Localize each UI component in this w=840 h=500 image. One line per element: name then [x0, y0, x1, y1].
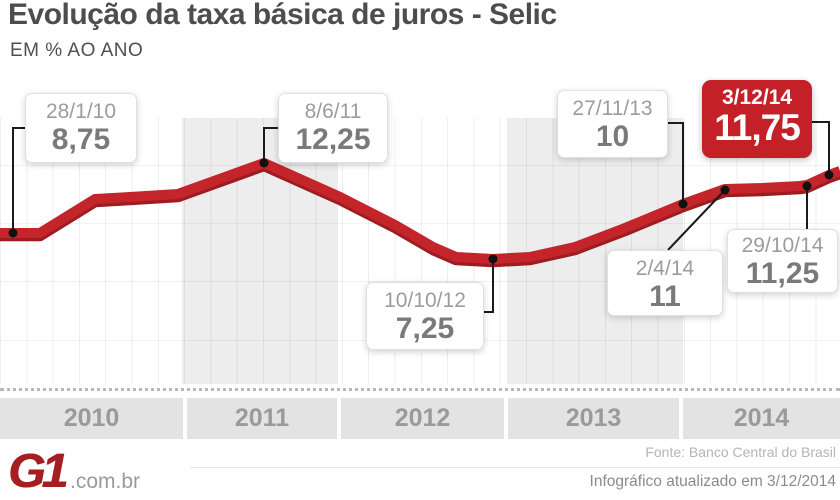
callout-28-1-10: 28/1/10 8,75	[25, 93, 137, 163]
callout-10-10-12: 10/10/12 7,25	[366, 282, 484, 350]
horizontal-gridline	[0, 281, 840, 282]
g1-logo-text: G1	[8, 445, 68, 498]
x-axis-label-2011: 2011	[187, 398, 337, 439]
footer-divider	[190, 467, 840, 468]
chart-baseline-dotted	[0, 388, 840, 391]
data-point-29-10-14	[802, 181, 812, 191]
connector-27-11-13	[668, 122, 684, 204]
callout-value: 11	[649, 280, 681, 314]
callout-date: 3/12/14	[721, 86, 793, 109]
callout-date: 28/1/10	[45, 100, 117, 123]
data-point-10-10-12	[488, 254, 498, 264]
connector-2-4-14	[667, 189, 726, 251]
callout-date: 27/11/13	[572, 97, 653, 120]
callout-value: 10	[595, 120, 630, 154]
callout-date: 29/10/14	[741, 234, 824, 257]
selic-line-shadow	[0, 160, 840, 268]
updated-timestamp: Infográfico atualizado em 3/12/2014	[589, 473, 836, 490]
callout-29-10-14: 29/10/14 11,25	[727, 229, 838, 293]
horizontal-gridline	[0, 165, 840, 166]
callout-value: 12,25	[295, 123, 371, 157]
horizontal-gridline	[0, 223, 840, 224]
data-point-3-12-14	[824, 170, 834, 180]
g1-logo-suffix: .com.br	[70, 470, 141, 493]
callout-value: 8,75	[51, 123, 111, 157]
callout-date: 2/4/14	[635, 257, 695, 280]
data-point-2-4-14	[720, 185, 730, 195]
data-point-28-1-10	[8, 228, 18, 238]
x-axis-label-2010: 2010	[0, 398, 183, 439]
callout-8-6-11: 8/6/11 12,25	[278, 93, 388, 163]
page-title: Evolução da taxa básica de juros - Selic	[8, 0, 557, 31]
connector-28-1-10	[12, 127, 25, 233]
data-point-8-6-11	[259, 158, 269, 168]
callout-value: 7,25	[395, 312, 455, 346]
source-credit: Fonte: Banco Central do Brasil	[645, 444, 836, 460]
connector-3-12-14	[812, 121, 830, 175]
data-point-27-11-13	[678, 199, 688, 209]
x-axis-label-2012: 2012	[341, 398, 504, 439]
callout-27-11-13: 27/11/13 10	[557, 90, 668, 158]
callout-date: 8/6/11	[304, 100, 362, 123]
callout-2-4-14: 2/4/14 11	[607, 250, 723, 316]
callout-date: 10/10/12	[384, 289, 466, 312]
g1-logo: G1 .com.br	[8, 448, 140, 496]
callout-value: 11,75	[714, 107, 801, 149]
selic-line	[0, 158, 840, 264]
callout-3-12-14-highlight: 3/12/14 11,75	[702, 80, 812, 158]
x-axis-label-2013: 2013	[508, 398, 679, 439]
connector-8-6-11	[263, 127, 280, 163]
callout-value: 11,25	[745, 257, 820, 291]
connector-10-10-12	[483, 259, 494, 313]
chart-unit-label: EM % AO ANO	[10, 40, 144, 61]
x-axis-label-2014: 2014	[683, 398, 840, 439]
